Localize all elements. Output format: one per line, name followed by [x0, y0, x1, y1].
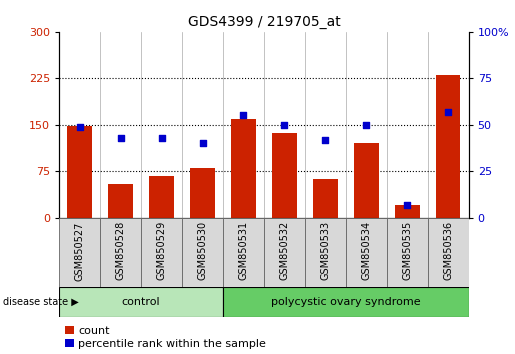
FancyBboxPatch shape — [264, 218, 305, 287]
Point — [158, 135, 166, 141]
FancyBboxPatch shape — [182, 218, 223, 287]
Bar — [108, 184, 133, 218]
Point — [444, 109, 452, 115]
Text: GSM850534: GSM850534 — [362, 221, 371, 280]
FancyBboxPatch shape — [305, 218, 346, 287]
Text: GSM850530: GSM850530 — [198, 221, 208, 280]
Point — [239, 113, 248, 118]
FancyBboxPatch shape — [346, 218, 387, 287]
Bar — [354, 143, 379, 218]
Title: GDS4399 / 219705_at: GDS4399 / 219705_at — [187, 16, 340, 29]
Text: GSM850529: GSM850529 — [157, 221, 166, 280]
Point — [403, 202, 411, 207]
FancyBboxPatch shape — [100, 218, 141, 287]
Point — [321, 137, 330, 143]
FancyBboxPatch shape — [223, 218, 264, 287]
Text: GSM850533: GSM850533 — [320, 221, 330, 280]
Bar — [231, 119, 256, 218]
Text: polycystic ovary syndrome: polycystic ovary syndrome — [271, 297, 421, 307]
Point — [198, 141, 207, 146]
FancyBboxPatch shape — [141, 218, 182, 287]
Bar — [190, 168, 215, 218]
Bar — [272, 133, 297, 218]
Point — [362, 122, 370, 128]
Text: GSM850532: GSM850532 — [280, 221, 289, 280]
FancyBboxPatch shape — [223, 287, 469, 317]
Legend: count, percentile rank within the sample: count, percentile rank within the sample — [65, 326, 266, 349]
Point — [76, 124, 84, 130]
Bar — [67, 126, 92, 218]
Text: disease state ▶: disease state ▶ — [3, 297, 78, 307]
FancyBboxPatch shape — [387, 218, 427, 287]
FancyBboxPatch shape — [59, 287, 223, 317]
FancyBboxPatch shape — [59, 218, 100, 287]
Bar — [149, 176, 174, 218]
Text: GSM850535: GSM850535 — [402, 221, 412, 280]
Bar — [395, 205, 420, 218]
Point — [116, 135, 125, 141]
Text: GSM850531: GSM850531 — [238, 221, 248, 280]
Text: GSM850528: GSM850528 — [116, 221, 126, 280]
FancyBboxPatch shape — [427, 218, 469, 287]
Bar — [313, 179, 338, 218]
Bar — [436, 75, 460, 218]
Text: control: control — [122, 297, 161, 307]
Text: GSM850536: GSM850536 — [443, 221, 453, 280]
Text: GSM850527: GSM850527 — [75, 221, 84, 280]
Point — [280, 122, 288, 128]
